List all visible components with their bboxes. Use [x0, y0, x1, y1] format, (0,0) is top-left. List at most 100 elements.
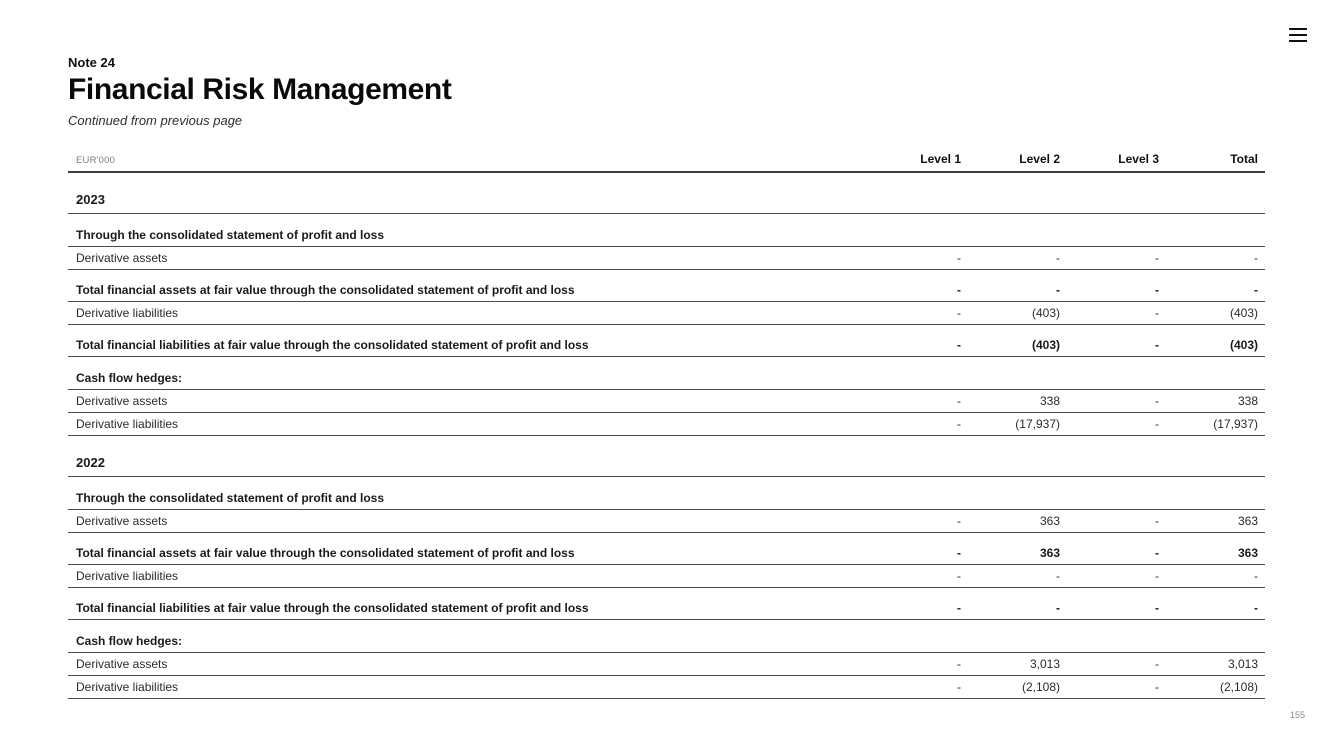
row-value-level2: -: [1056, 251, 1060, 265]
row-label: Derivative liabilities: [76, 417, 179, 431]
note-label: Note 24: [68, 55, 115, 70]
row-value-level3: -: [1155, 601, 1159, 615]
row-value-total: (403): [1229, 338, 1258, 352]
table-row: Total financial liabilities at fair valu…: [68, 597, 1265, 620]
page-number: 155: [1289, 710, 1305, 720]
table-row: Derivative liabilities - - - -: [68, 565, 1265, 588]
row-value-level1: -: [957, 394, 961, 408]
row-label: Derivative assets: [76, 657, 168, 671]
row-value-level1: -: [957, 417, 961, 431]
row-value-level2: (403): [1031, 338, 1060, 352]
row-value-level3: -: [1155, 680, 1159, 694]
row-value-level3: -: [1155, 338, 1159, 352]
row-value-total: 363: [1237, 546, 1258, 560]
row-value-level2: -: [1056, 601, 1060, 615]
row-value-total: (403): [1229, 306, 1258, 320]
row-value-total: 3,013: [1227, 657, 1258, 671]
row-value-level1: -: [957, 546, 961, 560]
row-value-total: 363: [1237, 514, 1258, 528]
row-value-total: (17,937): [1213, 417, 1258, 431]
row-label: Derivative liabilities: [76, 569, 179, 583]
row-value-total: 338: [1237, 394, 1258, 408]
table-row: Derivative assets - 338 - 338: [68, 390, 1265, 413]
table-row: Through the consolidated statement of pr…: [68, 487, 1265, 510]
unit-label: EUR'000: [76, 155, 116, 166]
row-value-level1: -: [957, 338, 961, 352]
row-label: Cash flow hedges:: [76, 634, 183, 648]
row-value-level3: -: [1155, 394, 1159, 408]
row-value-level2: (2,108): [1021, 680, 1060, 694]
column-header-level1: Level 1: [920, 152, 961, 166]
row-value-level3: -: [1155, 306, 1159, 320]
row-label: 2023: [76, 192, 105, 207]
table-row: 2022: [68, 449, 1265, 477]
row-label: Derivative assets: [76, 514, 168, 528]
table-row: Derivative assets - - - -: [68, 247, 1265, 270]
row-value-level2: -: [1056, 283, 1060, 297]
row-value-total: -: [1254, 283, 1258, 297]
row-value-level2: 3,013: [1029, 657, 1060, 671]
table-row: Total financial assets at fair value thr…: [68, 279, 1265, 302]
row-value-level1: -: [957, 283, 961, 297]
table-row: Derivative liabilities - (17,937) - (17,…: [68, 413, 1265, 436]
row-value-level3: -: [1155, 569, 1159, 583]
row-value-level1: -: [957, 514, 961, 528]
page-subtitle: Continued from previous page: [68, 113, 243, 128]
row-value-total: -: [1254, 601, 1258, 615]
fair-value-table: EUR'000 Level 1 Level 2 Level 3 Total 20…: [68, 148, 1265, 699]
table-row: Derivative assets - 3,013 - 3,013: [68, 653, 1265, 676]
hamburger-menu-icon[interactable]: [1289, 28, 1307, 42]
menu-bar: [1289, 39, 1307, 42]
row-value-level2: 363: [1039, 514, 1060, 528]
row-value-total: -: [1254, 569, 1258, 583]
column-header-level2: Level 2: [1019, 152, 1060, 166]
row-label: 2022: [76, 455, 105, 470]
table-row: Total financial assets at fair value thr…: [68, 542, 1265, 565]
row-value-level1: -: [957, 569, 961, 583]
row-value-level1: -: [957, 680, 961, 694]
row-value-total: (2,108): [1219, 680, 1258, 694]
row-value-level3: -: [1155, 514, 1159, 528]
column-header-total: Total: [1230, 152, 1258, 166]
row-label: Total financial liabilities at fair valu…: [76, 601, 589, 615]
row-value-level2: (17,937): [1015, 417, 1060, 431]
table-row: Total financial liabilities at fair valu…: [68, 334, 1265, 357]
table-row: 2023: [68, 186, 1265, 214]
menu-bar: [1289, 33, 1307, 37]
row-value-level2: 338: [1039, 394, 1060, 408]
row-label: Derivative liabilities: [76, 680, 179, 694]
table-row: Cash flow hedges:: [68, 630, 1265, 653]
row-value-level1: -: [957, 306, 961, 320]
row-value-level2: 363: [1039, 546, 1060, 560]
column-header-level3: Level 3: [1118, 152, 1159, 166]
row-value-level3: -: [1155, 546, 1159, 560]
row-value-level3: -: [1155, 417, 1159, 431]
table-header-row: EUR'000 Level 1 Level 2 Level 3 Total: [68, 148, 1265, 173]
row-value-level3: -: [1155, 657, 1159, 671]
row-value-level3: -: [1155, 283, 1159, 297]
page-title: Financial Risk Management: [68, 73, 452, 106]
row-label: Total financial liabilities at fair valu…: [76, 338, 589, 352]
row-value-level1: -: [957, 251, 961, 265]
table-row: Derivative assets - 363 - 363: [68, 510, 1265, 533]
table-row: Derivative liabilities - (403) - (403): [68, 302, 1265, 325]
row-value-level2: -: [1056, 569, 1060, 583]
row-label: Derivative liabilities: [76, 306, 179, 320]
row-label: Through the consolidated statement of pr…: [76, 491, 385, 505]
row-value-level3: -: [1155, 251, 1159, 265]
menu-bar: [1289, 28, 1307, 31]
row-label: Derivative assets: [76, 394, 168, 408]
page-content: Note 24 Financial Risk Management Contin…: [68, 55, 1265, 699]
row-value-total: -: [1254, 251, 1258, 265]
table-row: Through the consolidated statement of pr…: [68, 224, 1265, 247]
row-value-level2: (403): [1031, 306, 1060, 320]
row-value-level1: -: [957, 601, 961, 615]
row-label: Total financial assets at fair value thr…: [76, 283, 575, 297]
row-value-level1: -: [957, 657, 961, 671]
row-label: Total financial assets at fair value thr…: [76, 546, 575, 560]
row-label: Cash flow hedges:: [76, 371, 183, 385]
row-label: Derivative assets: [76, 251, 168, 265]
table-row: Derivative liabilities - (2,108) - (2,10…: [68, 676, 1265, 699]
table-row: Cash flow hedges:: [68, 367, 1265, 390]
row-label: Through the consolidated statement of pr…: [76, 228, 385, 242]
